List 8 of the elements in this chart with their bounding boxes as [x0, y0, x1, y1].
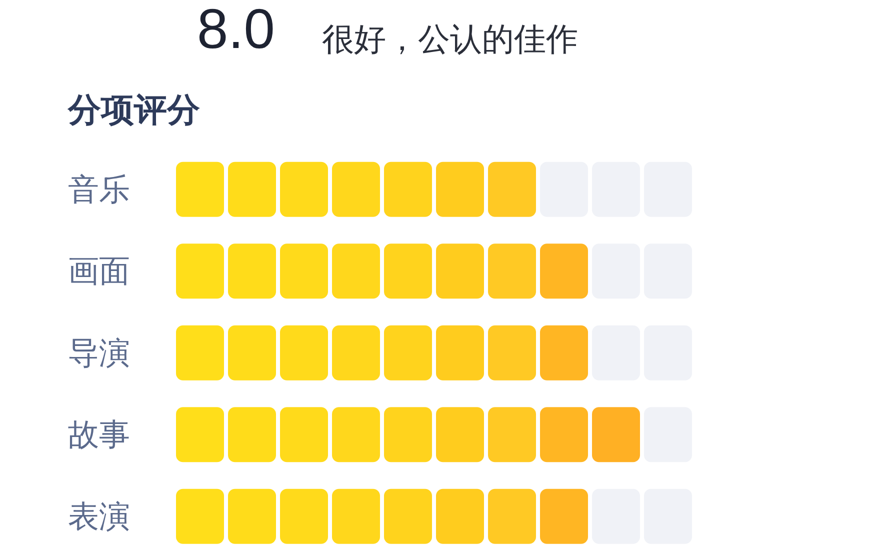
text: 很好，公认的佳作	[322, 21, 578, 57]
y-tick-label: 音乐	[68, 172, 130, 207]
chart-title: 分项评分	[67, 91, 200, 128]
y-tick-label: 故事	[68, 417, 130, 452]
text: 8.0	[197, 0, 275, 60]
y-tick-label: 表演	[68, 498, 130, 534]
y-tick-label: 导演	[68, 335, 130, 370]
y-tick-label: 画面	[68, 254, 130, 289]
